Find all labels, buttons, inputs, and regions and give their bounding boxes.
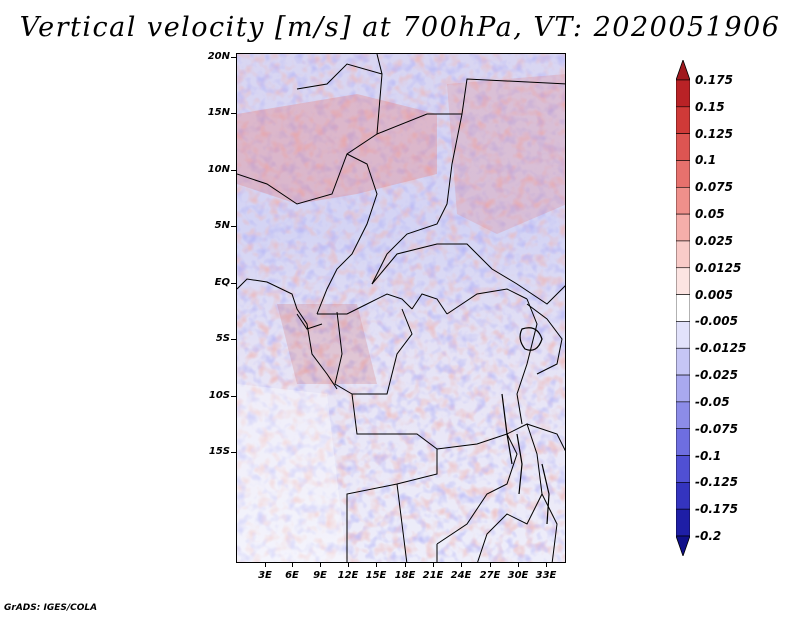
lon-label-9e: 9E: [313, 570, 327, 581]
colorbar-segment: [676, 482, 690, 510]
colorbar-label: -0.05: [695, 394, 730, 409]
colorbar-segment: [676, 213, 690, 242]
colorbar-segment: [676, 374, 690, 403]
neutral-region-southwest: [237, 384, 347, 562]
lon-label-18e: 18E: [394, 570, 416, 581]
colorbar-label: -0.125: [695, 475, 738, 490]
lon-tick: [405, 563, 406, 567]
lat-tick: [231, 113, 236, 114]
colorbar-label: 0.05: [695, 207, 725, 222]
lon-label-15e: 15E: [365, 570, 387, 581]
velocity-field-map: [237, 54, 565, 562]
colorbar: [676, 60, 690, 556]
colorbar-segment: [676, 160, 690, 188]
colorbar-segment: [676, 347, 690, 376]
lon-label-33e: 33E: [535, 570, 557, 581]
colorbar-label: -0.175: [695, 502, 738, 517]
lat-label-eq: EQ: [214, 277, 230, 288]
colorbar-segment: [676, 428, 690, 456]
colorbar-label: -0.1: [695, 448, 722, 463]
lon-tick: [546, 563, 547, 567]
lon-label-24e: 24E: [450, 570, 472, 581]
lat-tick: [231, 226, 236, 227]
lon-label-27e: 27E: [479, 570, 501, 581]
colorbar-segment: [676, 321, 690, 349]
colorbar-label: 0.0125: [695, 260, 742, 275]
colorbar-label: -0.0125: [695, 341, 747, 356]
colorbar-segment: [676, 240, 690, 269]
lon-tick: [433, 563, 434, 567]
ascent-region-equatorial: [277, 304, 377, 384]
lat-label-5n: 5N: [214, 220, 230, 231]
lat-tick: [231, 283, 236, 284]
colorbar-label: 0.15: [695, 99, 725, 114]
lon-tick: [320, 563, 321, 567]
lon-tick: [376, 563, 377, 567]
colorbar-label: 0.1: [695, 153, 717, 168]
lakes: [501, 327, 550, 525]
lon-label-6e: 6E: [285, 570, 299, 581]
colorbar-segment: [676, 401, 690, 430]
lon-tick: [348, 563, 349, 567]
colorbar-segment: [676, 508, 690, 537]
lon-tick: [292, 563, 293, 567]
colorbar-segment: [676, 106, 690, 134]
lon-tick: [461, 563, 462, 567]
lat-label-10s: 10S: [208, 390, 230, 401]
country-borders: [237, 54, 565, 562]
lon-label-3e: 3E: [258, 570, 272, 581]
lat-label-15s: 15S: [208, 446, 230, 457]
colorbar-label: 0.005: [695, 287, 733, 302]
colorbar-segment: [676, 455, 690, 483]
field-fine-texture: [237, 54, 565, 354]
lat-tick: [231, 170, 236, 171]
lon-label-30e: 30E: [507, 570, 529, 581]
map-title: Vertical velocity [m/s] at 700hPa, VT: 2…: [19, 12, 781, 43]
colorbar-segment: [676, 79, 690, 108]
colorbar-cap-top: [676, 60, 690, 81]
lat-label-10n: 10N: [207, 164, 230, 175]
lon-label-12e: 12E: [337, 570, 359, 581]
map-frame: [236, 53, 566, 563]
lat-tick: [231, 339, 236, 340]
colorbar-cap-bottom: [676, 535, 690, 556]
lat-tick: [231, 57, 236, 58]
colorbar-label: -0.005: [695, 314, 738, 329]
ascent-region-northeast: [447, 74, 565, 234]
lat-tick: [231, 452, 236, 453]
lon-tick: [518, 563, 519, 567]
lon-tick: [265, 563, 266, 567]
colorbar-label: -0.2: [695, 529, 722, 543]
lon-tick: [490, 563, 491, 567]
colorbar-segment: [676, 267, 690, 295]
colorbar-label: -0.025: [695, 368, 738, 383]
colorbar-label: -0.075: [695, 421, 738, 436]
colorbar-label: 0.175: [695, 73, 733, 87]
colorbar-label: 0.125: [695, 126, 733, 141]
colorbar-label: 0.075: [695, 180, 733, 195]
colorbar-segment: [676, 186, 690, 215]
lon-label-21e: 21E: [422, 570, 444, 581]
lat-label-15n: 15N: [207, 107, 230, 118]
colorbar-segment: [676, 133, 690, 161]
grads-credit: GrADS: IGES/COLA: [4, 603, 98, 613]
ascent-region-north: [237, 94, 437, 204]
lat-tick: [231, 396, 236, 397]
lat-label-20n: 20N: [207, 51, 230, 62]
colorbar-label: 0.025: [695, 233, 733, 248]
lat-label-5s: 5S: [215, 333, 230, 344]
colorbar-segment: [676, 294, 690, 322]
